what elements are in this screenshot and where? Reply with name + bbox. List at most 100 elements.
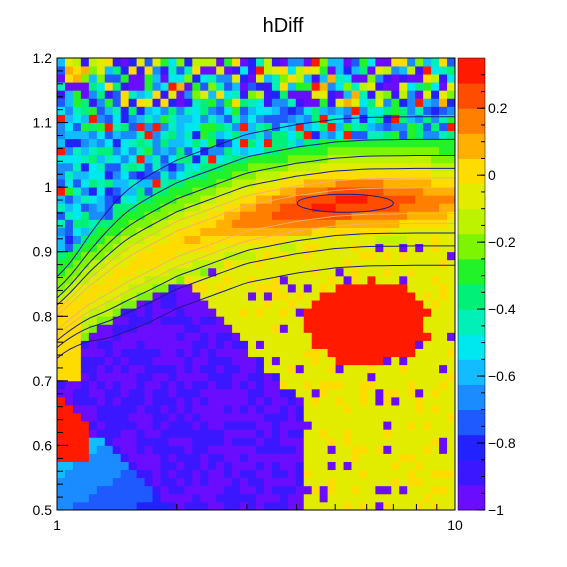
heatmap-cell — [295, 284, 305, 293]
heatmap-cell — [423, 275, 432, 285]
heatmap-cell — [295, 397, 305, 406]
heatmap-cell — [152, 429, 161, 438]
heatmap-cell — [431, 227, 440, 236]
heatmap-cell — [144, 235, 153, 245]
heatmap-cell — [248, 154, 257, 164]
heatmap-cell — [415, 372, 424, 382]
heatmap-cell — [64, 284, 74, 293]
heatmap-cell — [407, 162, 416, 172]
heatmap-cell — [192, 356, 201, 366]
heatmap-cell — [224, 267, 233, 277]
heatmap-cell — [319, 82, 329, 91]
heatmap-cell — [311, 66, 321, 75]
heatmap-cell — [88, 493, 98, 503]
heatmap-cell — [112, 122, 122, 132]
heatmap-cell — [439, 453, 448, 462]
heatmap-cell — [263, 340, 273, 349]
heatmap-cell — [72, 332, 82, 341]
heatmap-cell — [216, 90, 225, 99]
heatmap-cell — [311, 106, 321, 115]
heatmap-cell — [80, 275, 90, 285]
heatmap-cell — [160, 308, 169, 317]
heatmap-cell — [319, 130, 329, 140]
heatmap-cell — [216, 211, 225, 220]
heatmap-cell — [391, 162, 400, 172]
heatmap-cell — [303, 397, 313, 406]
heatmap-cell — [407, 332, 416, 341]
heatmap-cell — [311, 138, 321, 148]
heatmap-cell — [327, 437, 336, 446]
heatmap-cell — [439, 235, 448, 245]
heatmap-cell — [287, 388, 297, 398]
heatmap-cell — [407, 324, 416, 333]
heatmap-cell — [439, 243, 448, 253]
heatmap-cell — [184, 171, 193, 180]
heatmap-cell — [343, 493, 352, 503]
heatmap-cell — [391, 356, 400, 366]
heatmap-cell — [295, 251, 305, 261]
heatmap-cell — [72, 461, 82, 471]
heatmap-cell — [303, 275, 313, 285]
heatmap-cell — [72, 429, 82, 438]
heatmap-cell — [407, 501, 416, 511]
contour-line — [56, 222, 455, 336]
heatmap-cell — [351, 356, 360, 366]
heatmap-cell — [359, 130, 368, 140]
heatmap-cell — [423, 348, 432, 358]
heatmap-cell — [439, 259, 448, 269]
heatmap-cell — [80, 66, 90, 75]
heatmap-cell — [415, 437, 424, 446]
heatmap-cell — [359, 292, 368, 301]
heatmap-cell — [160, 332, 169, 341]
heatmap-cell — [383, 356, 392, 366]
heatmap-cell — [447, 179, 456, 188]
heatmap-cell — [256, 501, 265, 511]
heatmap-cell — [431, 332, 440, 341]
heatmap-cell — [256, 348, 265, 358]
heatmap-cell — [295, 477, 305, 487]
heatmap-cell — [64, 211, 74, 220]
heatmap-cell — [367, 146, 376, 156]
heatmap-cell — [168, 122, 177, 132]
heatmap-cell — [391, 122, 400, 132]
heatmap-cell — [399, 146, 408, 156]
heatmap-cell — [351, 243, 360, 253]
heatmap-cell — [72, 477, 82, 487]
heatmap-cell — [168, 235, 177, 245]
heatmap-cell — [136, 58, 145, 67]
heatmap-cell — [96, 364, 106, 374]
heatmap-cell — [367, 340, 376, 349]
heatmap-cell — [64, 195, 74, 204]
heatmap-cell — [383, 259, 392, 269]
heatmap-cell — [367, 405, 376, 414]
heatmap-cell — [200, 66, 209, 75]
heatmap-cell — [367, 356, 376, 366]
heatmap-cell — [192, 267, 201, 277]
heatmap-cell — [399, 162, 408, 172]
heatmap-cell — [423, 235, 432, 245]
heatmap-cell — [224, 130, 233, 140]
heatmap-cell — [57, 445, 66, 454]
heatmap-cell — [263, 275, 273, 285]
heatmap-cell — [80, 154, 90, 164]
heatmap-cell — [359, 332, 368, 341]
heatmap-cell — [327, 74, 336, 83]
heatmap-cell — [72, 292, 82, 301]
heatmap-cell — [152, 259, 161, 269]
heatmap-cell — [200, 340, 209, 349]
heatmap-cell — [391, 437, 400, 446]
heatmap-cell — [128, 332, 137, 341]
heatmap-cell — [351, 179, 360, 188]
heatmap-cell — [375, 267, 384, 277]
heatmap-cell — [160, 469, 169, 479]
heatmap-cell — [319, 235, 329, 245]
heatmap-cell — [391, 171, 400, 180]
heatmap-cell — [104, 405, 114, 414]
heatmap-cell — [200, 501, 209, 511]
heatmap-cell — [343, 461, 352, 471]
heatmap-cell — [152, 437, 161, 446]
heatmap-cell — [423, 308, 432, 317]
heatmap-cell — [263, 138, 273, 148]
heatmap-cell — [271, 235, 281, 245]
heatmap-cell — [303, 485, 313, 495]
